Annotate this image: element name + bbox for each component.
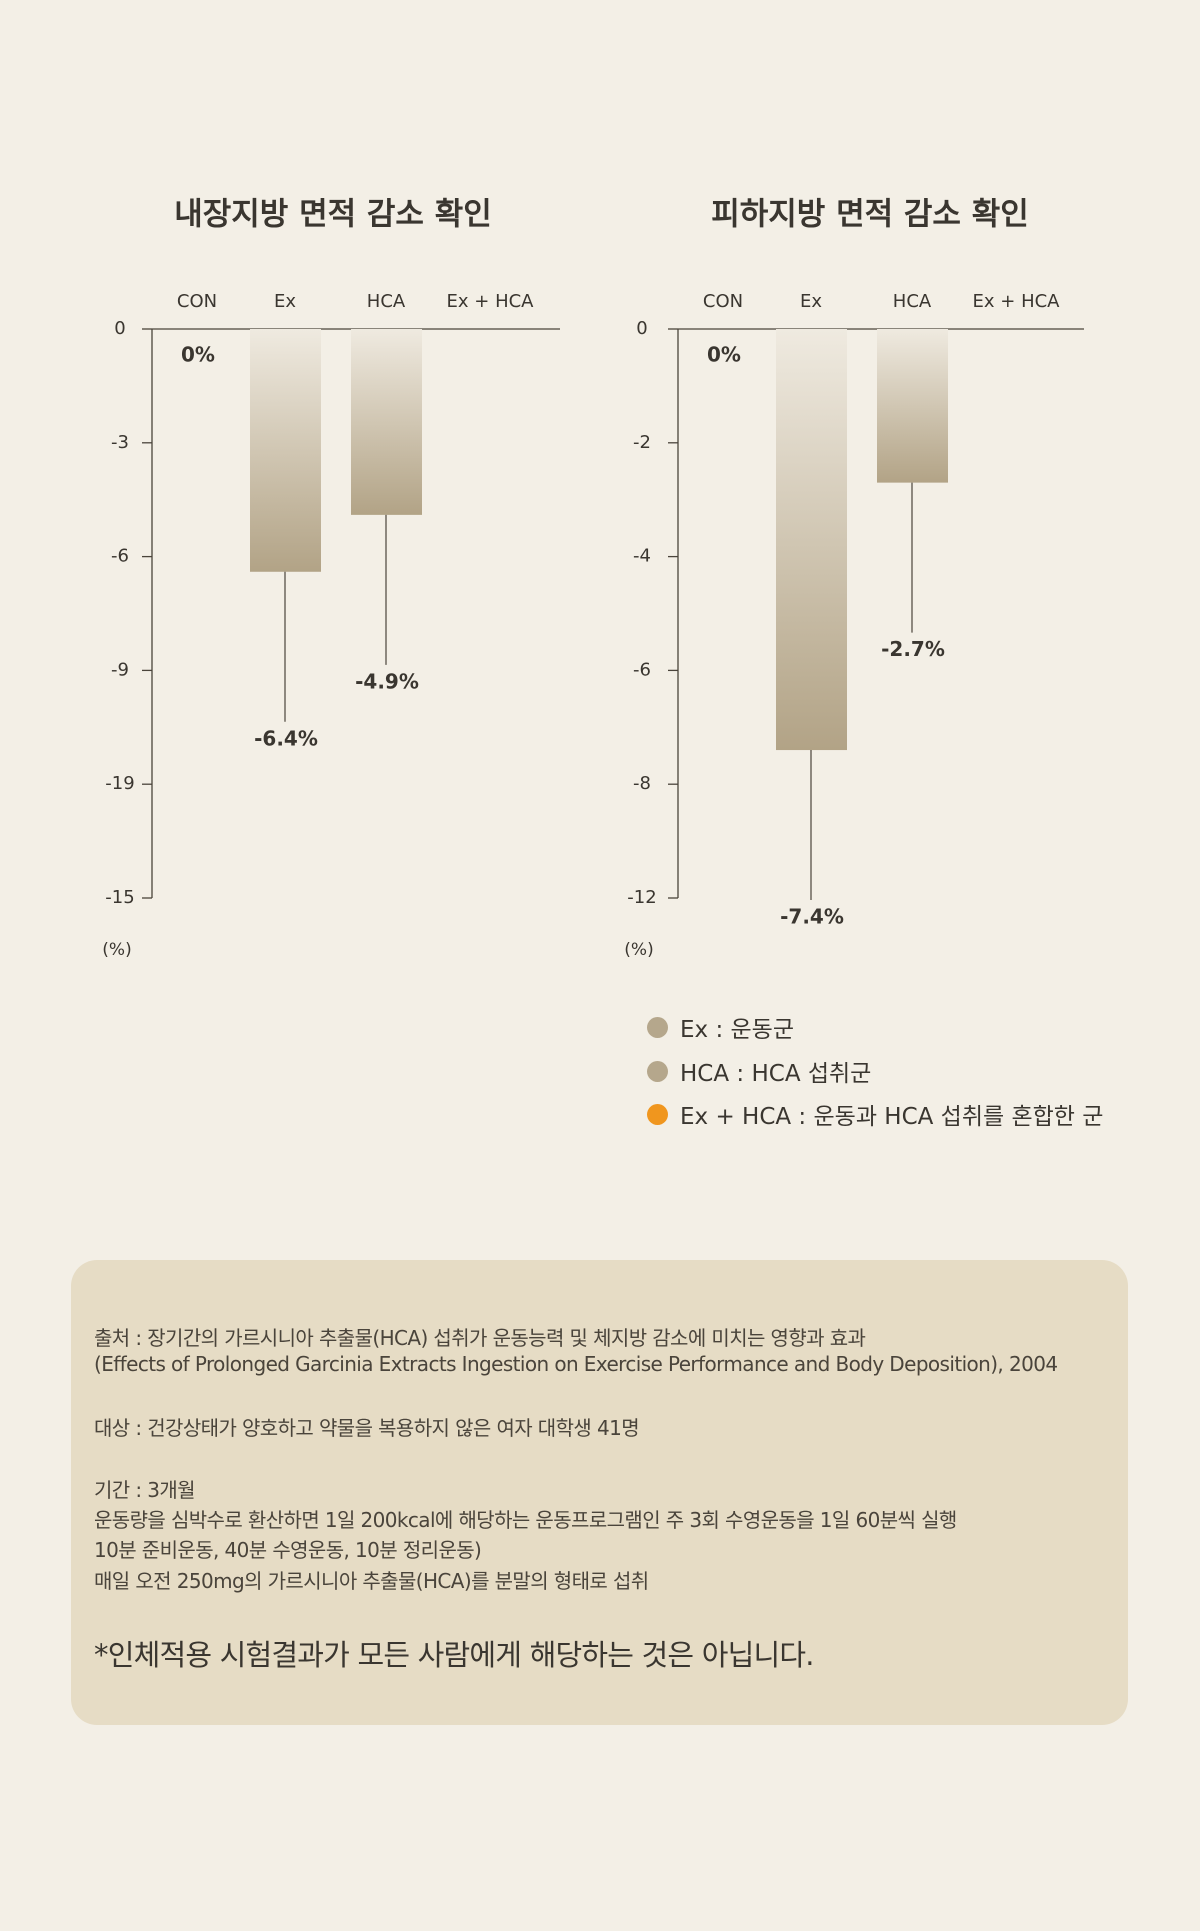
x-category-label: HCA [367, 291, 406, 312]
y-tick-label: -6 [111, 546, 129, 567]
value-label: 0% [181, 343, 215, 367]
x-category-label: CON [703, 291, 743, 312]
x-category-label: Ex + HCA [447, 291, 535, 312]
x-category-label: Ex [800, 291, 822, 312]
value-label: 0% [707, 343, 741, 367]
charts: 내장지방 면적 감소 확인 0 -3 -6 -9 -19 -15 (%) CON 0% Ex -6.4… [102, 197, 1084, 960]
note-line: 운동량을 심박수로 환산하면 1일 200kcal에 해당하는 운동프로그램인 … [94, 1508, 957, 1532]
y-tick-label: -6 [633, 659, 651, 680]
bar [351, 329, 422, 515]
x-category-label: Ex [274, 291, 296, 312]
y-tick-label: -12 [627, 887, 656, 908]
legend-dot [647, 1103, 668, 1125]
y-tick-label: -15 [105, 887, 134, 908]
note-line: 매일 오전 250mg의 가르시니아 추출물(HCA)를 분말의 형태로 섭취 [94, 1569, 649, 1593]
legend-dot [647, 1016, 668, 1038]
legend-label: HCA : HCA 섭취군 [680, 1061, 872, 1087]
value-label: -6.4% [254, 726, 318, 750]
legend-item: Ex + HCA : 운동과 HCA 섭취를 혼합한 군 [647, 1097, 1103, 1131]
y-tick-label: -19 [105, 773, 134, 794]
legend-label: Ex : 운동군 [680, 1017, 794, 1043]
bar [776, 329, 847, 751]
value-label: -2.7% [881, 637, 945, 661]
x-category-label: Ex + HCA [973, 291, 1061, 312]
value-label: -7.4% [780, 905, 844, 929]
bar [250, 329, 321, 572]
value-label: -4.9% [355, 669, 419, 693]
y-tick-label: -9 [111, 659, 129, 680]
note-line: 10분 준비운동, 40분 수영운동, 10분 정리운동) [94, 1538, 482, 1562]
note-box: 출처 : 장기간의 가르시니아 추출물(HCA) 섭취가 운동능력 및 체지방 … [71, 1260, 1128, 1725]
y-tick-label: -8 [633, 773, 651, 794]
legend-item: Ex : 운동군 [647, 1010, 794, 1044]
legend-dot [647, 1060, 668, 1082]
chart-title: 피하지방 면적 감소 확인 [711, 197, 1029, 233]
y-tick-label: -4 [633, 546, 651, 567]
disclaimer: *인체적용 시험결과가 모든 사람에게 해당하는 것은 아닙니다. [94, 1638, 814, 1672]
note-line: 기간 : 3개월 [94, 1478, 196, 1502]
y-tick-label: -2 [633, 432, 651, 453]
note-line: (Effects of Prolonged Garcinia Extracts … [94, 1352, 1058, 1376]
legend-label: Ex + HCA : 운동과 HCA 섭취를 혼합한 군 [680, 1104, 1104, 1130]
note-line: 출처 : 장기간의 가르시니아 추출물(HCA) 섭취가 운동능력 및 체지방 … [94, 1326, 866, 1350]
y-tick-label: 0 [114, 318, 125, 339]
y-unit: (%) [102, 940, 131, 960]
bar [877, 329, 948, 483]
legend-item: HCA : HCA 섭취군 [647, 1054, 871, 1088]
note-line: 대상 : 건강상태가 양호하고 약물을 복용하지 않은 여자 대학생 41명 [94, 1416, 640, 1440]
chart-title: 내장지방 면적 감소 확인 [174, 197, 492, 233]
y-tick-label: -3 [111, 432, 129, 453]
y-tick-label: 0 [636, 318, 647, 339]
y-unit: (%) [624, 940, 653, 960]
x-category-label: HCA [893, 291, 932, 312]
x-category-label: CON [177, 291, 217, 312]
